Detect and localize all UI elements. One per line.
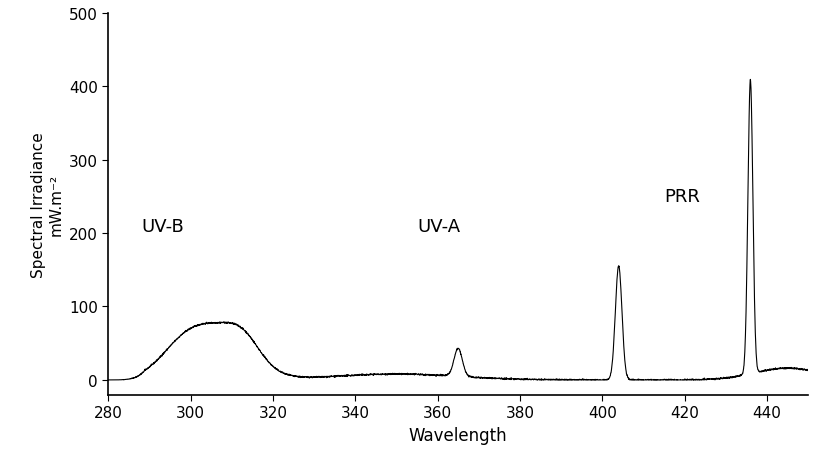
Y-axis label: Spectral Irradiance
mW.m⁻²: Spectral Irradiance mW.m⁻² [31,132,63,277]
Text: UV-A: UV-A [417,217,460,235]
Text: PRR: PRR [664,188,700,206]
Text: UV-B: UV-B [142,217,184,235]
X-axis label: Wavelength: Wavelength [409,425,507,443]
